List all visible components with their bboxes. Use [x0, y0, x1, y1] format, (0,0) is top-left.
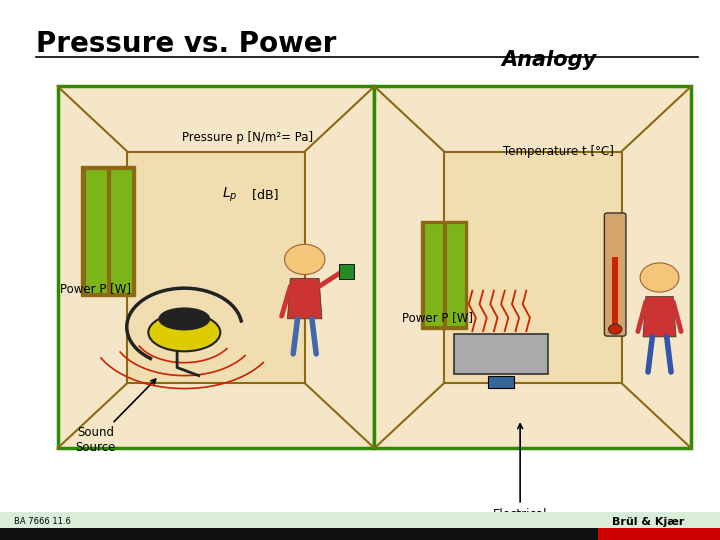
FancyBboxPatch shape — [84, 170, 107, 293]
Text: [dB]: [dB] — [248, 188, 278, 201]
Circle shape — [640, 263, 679, 292]
Polygon shape — [643, 296, 676, 337]
FancyBboxPatch shape — [420, 220, 467, 328]
Polygon shape — [127, 152, 305, 383]
Polygon shape — [444, 152, 621, 383]
Text: Pressure p [N/m²= Pa]: Pressure p [N/m²= Pa] — [182, 131, 313, 144]
Text: Sound
Source: Sound Source — [76, 379, 156, 455]
Ellipse shape — [148, 314, 220, 352]
FancyBboxPatch shape — [604, 213, 626, 336]
Ellipse shape — [159, 308, 210, 330]
Text: $L_p$: $L_p$ — [222, 186, 238, 204]
Circle shape — [284, 244, 325, 274]
Circle shape — [608, 324, 622, 334]
FancyBboxPatch shape — [598, 528, 720, 540]
Polygon shape — [287, 278, 322, 319]
FancyBboxPatch shape — [488, 376, 514, 388]
FancyBboxPatch shape — [0, 512, 720, 528]
FancyBboxPatch shape — [110, 170, 132, 293]
FancyBboxPatch shape — [81, 166, 135, 296]
FancyBboxPatch shape — [58, 86, 374, 448]
Text: Electrical
Heater: Electrical Heater — [493, 424, 547, 536]
FancyBboxPatch shape — [339, 264, 354, 279]
FancyBboxPatch shape — [423, 223, 443, 326]
Text: Analogy: Analogy — [501, 50, 596, 70]
FancyBboxPatch shape — [454, 334, 548, 374]
Text: Pressure vs. Power: Pressure vs. Power — [36, 30, 336, 58]
FancyBboxPatch shape — [0, 528, 720, 540]
FancyBboxPatch shape — [612, 256, 618, 328]
Text: BA 7666 11.6: BA 7666 11.6 — [14, 517, 71, 526]
Text: Power P [W]: Power P [W] — [402, 312, 473, 325]
FancyBboxPatch shape — [446, 223, 464, 326]
Text: Temperature t [°C]: Temperature t [°C] — [503, 145, 613, 158]
Text: Brül & Kjær: Brül & Kjær — [611, 517, 684, 526]
Text: Power P [W]: Power P [W] — [60, 282, 131, 295]
FancyBboxPatch shape — [374, 86, 691, 448]
